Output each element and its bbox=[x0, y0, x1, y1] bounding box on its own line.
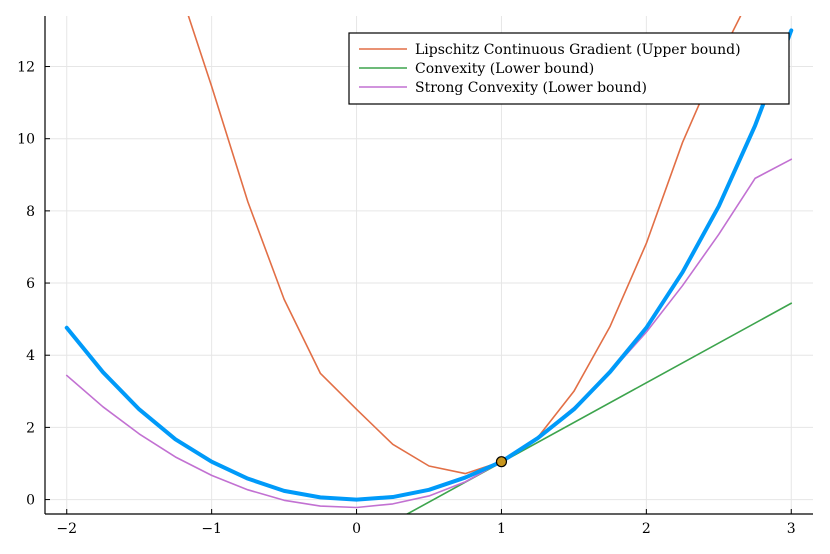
legend: Lipschitz Continuous Gradient (Upper bou… bbox=[348, 32, 790, 105]
legend-label: Lipschitz Continuous Gradient (Upper bou… bbox=[415, 42, 741, 58]
x-tick-label: −1 bbox=[201, 521, 222, 537]
y-tick-label: 12 bbox=[17, 60, 35, 76]
y-tick-label: 8 bbox=[26, 204, 35, 220]
x-tick-label: −2 bbox=[56, 521, 77, 537]
x-tick-label: 3 bbox=[787, 521, 796, 537]
x-tick-label: 1 bbox=[497, 521, 506, 537]
x-tick-label: 2 bbox=[642, 521, 651, 537]
y-tick-label: 2 bbox=[26, 420, 35, 436]
series-line-main bbox=[64, 28, 794, 502]
y-tick-label: 6 bbox=[26, 276, 35, 292]
y-tick-label: 0 bbox=[26, 493, 35, 509]
highlight-point bbox=[495, 456, 508, 468]
legend-label: Convexity (Lower bound) bbox=[415, 61, 594, 77]
series-line-3 bbox=[65, 158, 793, 509]
x-tick-label: 0 bbox=[352, 521, 361, 537]
y-tick-label: 4 bbox=[26, 348, 35, 364]
series-line-1 bbox=[187, 16, 742, 475]
legend-box bbox=[348, 32, 790, 105]
y-tick-label: 10 bbox=[17, 132, 35, 148]
series-layer bbox=[64, 16, 794, 514]
legend-label: Strong Convexity (Lower bound) bbox=[415, 80, 647, 96]
axes bbox=[44, 16, 813, 515]
